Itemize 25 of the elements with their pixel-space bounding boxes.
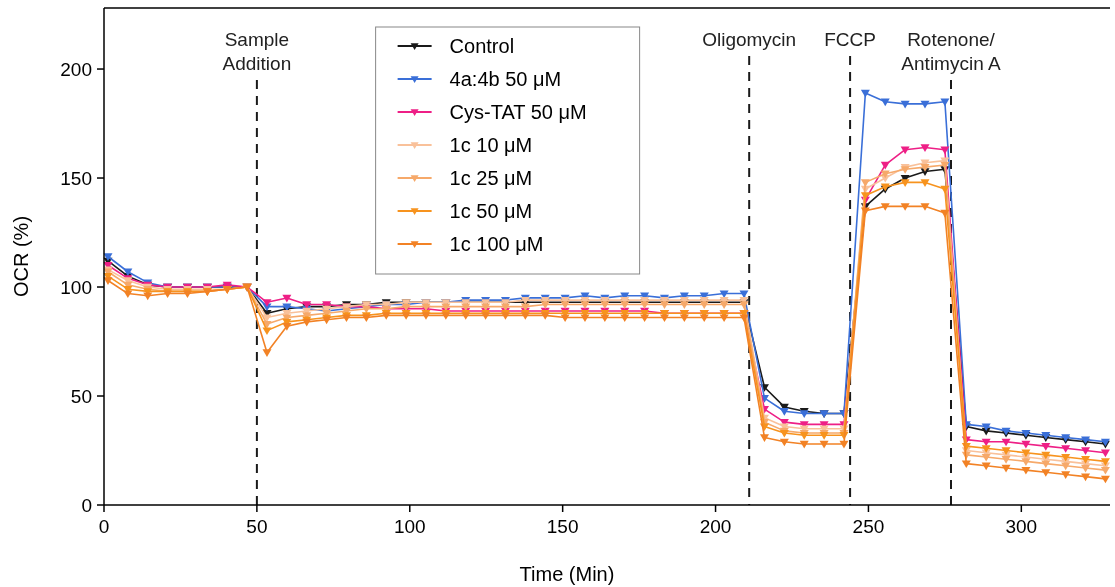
ref-line-label: FCCP	[824, 29, 876, 50]
x-tick-label: 50	[246, 516, 268, 537]
ref-line-label: Rotenone/ Antimycin A	[901, 29, 1001, 74]
y-tick-label: 50	[70, 386, 92, 408]
x-tick-label: 300	[1005, 516, 1038, 537]
x-tick-label: 100	[393, 516, 426, 537]
legend-label: 4a:4b 50 μM	[449, 68, 562, 90]
legend-label: 1c 50 μM	[449, 200, 533, 222]
x-tick-label: 0	[98, 516, 110, 537]
ref-line-label: Sample Addition	[222, 29, 292, 74]
x-tick-label: 200	[699, 516, 732, 537]
legend-label: 1c 100 μM	[449, 233, 544, 255]
ref-line-label: Oligomycin	[702, 29, 797, 50]
legend-label: 1c 10 μM	[449, 134, 533, 156]
legend-label: Control	[449, 35, 515, 57]
legend-label: Cys-TAT 50 μM	[449, 101, 587, 123]
y-axis-title: OCR (%)	[10, 215, 32, 298]
y-tick-label: 100	[60, 277, 92, 299]
x-tick-label: 250	[852, 516, 885, 537]
legend-label: 1c 25 μM	[449, 167, 533, 189]
x-tick-label: 150	[546, 516, 579, 537]
y-tick-label: 150	[60, 168, 92, 190]
y-tick-label: 200	[60, 59, 92, 81]
y-tick-label: 0	[81, 495, 92, 516]
x-axis-title: Time (Min)	[519, 563, 615, 585]
